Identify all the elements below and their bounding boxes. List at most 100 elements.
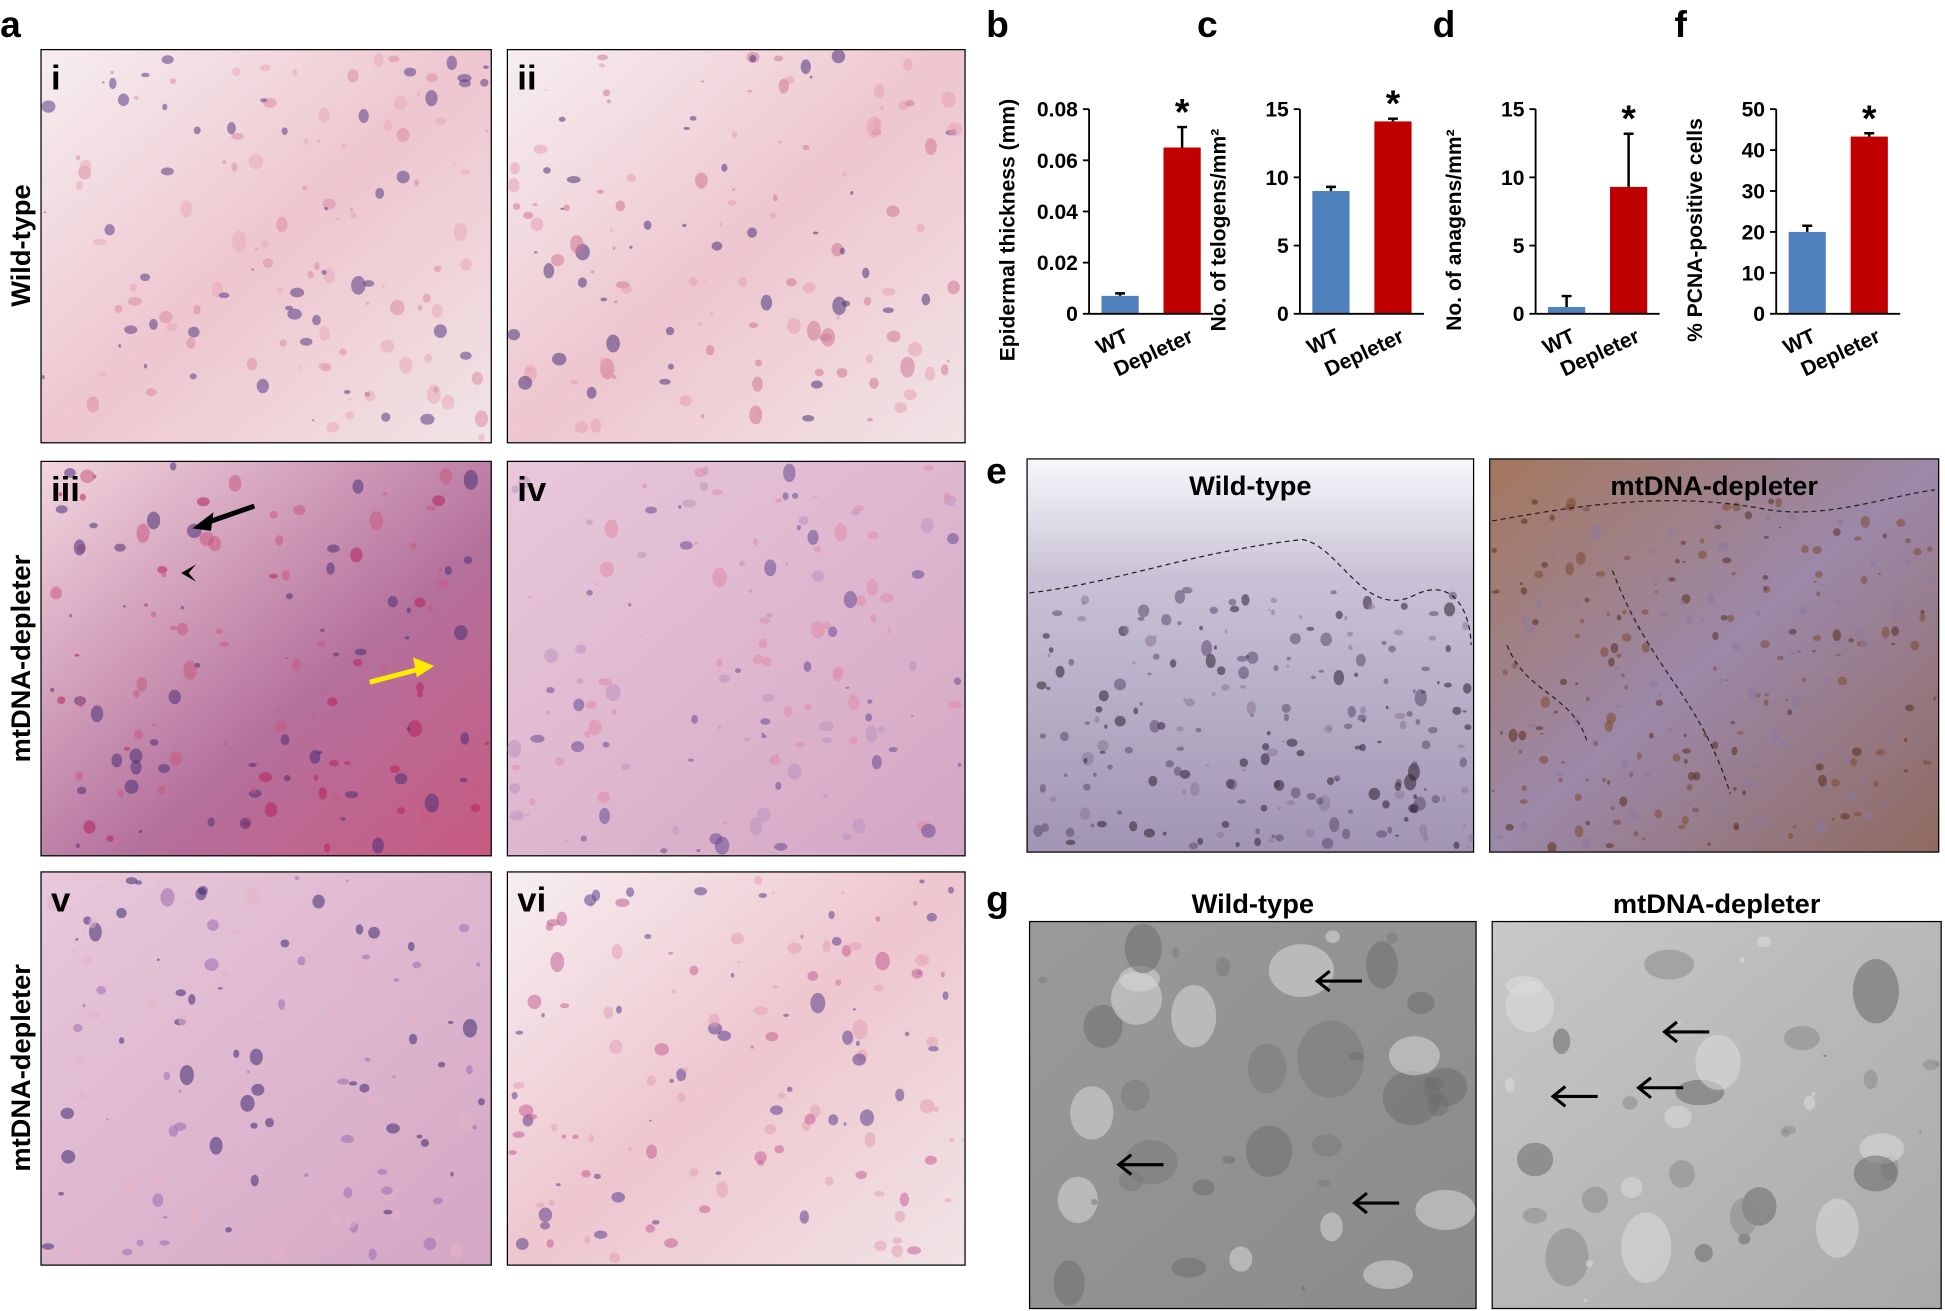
texture-dot: [1775, 497, 1783, 508]
texture-dot: [217, 987, 223, 990]
texture-dot: [1098, 690, 1109, 702]
texture-dot: [82, 1003, 86, 1008]
texture-dot: [1669, 1160, 1695, 1188]
texture-dot: [1281, 740, 1286, 743]
texture-dot: [1457, 744, 1466, 749]
texture-dot: [90, 705, 104, 723]
texture-dot: [215, 628, 224, 635]
texture-dot: [1869, 561, 1876, 568]
texture-dot: [1083, 1004, 1123, 1049]
texture-dot: [1566, 497, 1576, 510]
texture-dot: [1502, 669, 1508, 676]
texture-dot: [513, 1082, 525, 1089]
texture-dot: [89, 522, 98, 529]
texture-dot: [1152, 653, 1160, 660]
texture-dot: [1394, 790, 1405, 800]
texture-dot: [915, 954, 930, 967]
texture-dot: [596, 189, 604, 194]
texture-dot: [450, 1242, 464, 1259]
texture-dot: [716, 1181, 729, 1198]
texture-dot: [207, 919, 219, 931]
texture-dot: [639, 634, 642, 637]
texture-dot: [1711, 741, 1719, 750]
texture-dot: [1666, 529, 1674, 538]
texture-dot: [1143, 828, 1155, 838]
texture-dot: [1394, 782, 1402, 791]
texture-dot: [285, 657, 288, 659]
texture-dot: [340, 817, 346, 821]
texture-dot: [1731, 746, 1738, 756]
texture-dot: [700, 80, 705, 83]
texture-dot: [1816, 824, 1823, 834]
texture-dot: [957, 762, 962, 767]
texture-dot: [225, 1226, 232, 1233]
texture-dot: [1574, 793, 1582, 802]
texture-dot: [471, 371, 483, 385]
texture-dot: [472, 1125, 478, 1130]
texture-dot: [1891, 626, 1900, 636]
texture-dot: [348, 1081, 358, 1086]
texture-dot: [1712, 631, 1719, 641]
texture-dot: [1343, 723, 1353, 730]
texture-dot: [586, 386, 597, 399]
texture-dot: [1228, 778, 1237, 790]
texture-dot: [1177, 620, 1182, 626]
texture-dot: [114, 543, 126, 552]
texture-dot: [1224, 629, 1228, 634]
texture-dot: [1756, 817, 1766, 828]
texture-dot: [1706, 593, 1715, 604]
texture-dot: [269, 573, 279, 579]
texture-dot: [68, 1125, 72, 1129]
texture-dot: [326, 562, 335, 575]
texture-dot: [584, 730, 591, 738]
texture-dot: [1655, 699, 1663, 706]
texture-dot: [254, 248, 259, 251]
panel-numeral: iv: [517, 471, 547, 509]
texture-dot: [136, 1239, 144, 1247]
texture-dot: [293, 505, 306, 516]
texture-dot: [117, 93, 130, 107]
texture-dot: [1342, 828, 1351, 840]
texture-dot: [318, 107, 330, 123]
texture-dot: [1680, 540, 1686, 545]
texture-dot: [1740, 956, 1745, 964]
texture-dot: [124, 1177, 136, 1194]
texture-dot: [364, 1057, 371, 1062]
texture-dot: [664, 1238, 678, 1248]
texture-dot: [899, 1192, 910, 1207]
texture-dot: [450, 1171, 454, 1177]
texture-dot: [1848, 638, 1854, 643]
significance-mark: *: [1862, 97, 1877, 139]
texture-dot: [1195, 727, 1202, 733]
texture-dot: [626, 887, 635, 897]
texture-dot: [211, 1172, 226, 1187]
texture-dot: [919, 1099, 935, 1114]
texture-dot: [249, 1048, 263, 1066]
texture-dot: [1919, 1129, 1922, 1134]
texture-dot: [324, 843, 331, 853]
texture-dot: [204, 958, 219, 972]
texture-dot: [260, 1188, 266, 1191]
texture-dot: [1038, 977, 1048, 984]
texture-dot: [183, 899, 192, 905]
y-tick-label: 10: [1265, 167, 1288, 190]
texture-dot: [718, 674, 731, 684]
texture-dot: [961, 1139, 965, 1142]
texture-dot: [183, 660, 197, 680]
y-axis-title: No. of telogens/mm²: [1208, 129, 1231, 332]
texture-dot: [1585, 778, 1589, 782]
texture-dot: [1260, 753, 1270, 766]
texture-dot: [1428, 611, 1439, 617]
texture-dot: [1842, 757, 1852, 764]
texture-dot: [806, 320, 821, 341]
texture-dot: [772, 194, 778, 202]
texture-dot: [75, 938, 79, 941]
texture-dot: [1406, 710, 1413, 717]
texture-dot: [1731, 642, 1742, 651]
texture-dot: [535, 1202, 545, 1208]
texture-dot: [169, 625, 178, 631]
texture-dot: [389, 765, 401, 773]
texture-dot: [1522, 1207, 1547, 1224]
texture-dot: [871, 755, 882, 770]
texture-dot: [1452, 706, 1462, 715]
